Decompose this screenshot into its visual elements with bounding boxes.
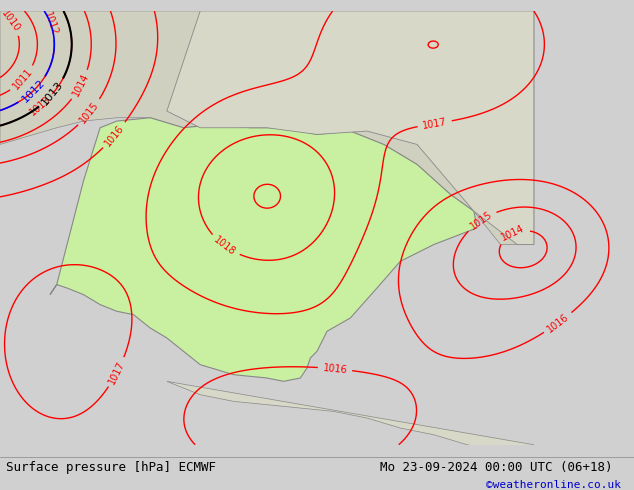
Text: 1017: 1017 [422,117,448,131]
Text: 1012: 1012 [20,77,47,104]
Polygon shape [167,11,534,245]
Text: Surface pressure [hPa] ECMWF: Surface pressure [hPa] ECMWF [6,461,216,474]
Text: 1015: 1015 [78,100,101,125]
Polygon shape [0,11,534,245]
Text: 1016: 1016 [103,122,126,148]
Text: 1017: 1017 [107,359,127,386]
Polygon shape [167,381,534,462]
Text: 1011: 1011 [11,67,35,92]
Text: 1018: 1018 [212,235,238,257]
Text: 1015: 1015 [469,209,495,231]
Text: 1013: 1013 [40,80,65,108]
Text: 1016: 1016 [322,363,347,375]
Text: 1016: 1016 [545,312,571,334]
Text: 1012: 1012 [42,11,60,37]
Text: 1010: 1010 [0,8,22,34]
Text: 1013: 1013 [28,94,53,117]
Text: Mo 23-09-2024 00:00 UTC (06+18): Mo 23-09-2024 00:00 UTC (06+18) [380,461,613,474]
Polygon shape [50,118,477,381]
Text: 1014: 1014 [500,223,526,243]
Text: ©weatheronline.co.uk: ©weatheronline.co.uk [486,480,621,490]
Text: 1014: 1014 [71,72,91,98]
